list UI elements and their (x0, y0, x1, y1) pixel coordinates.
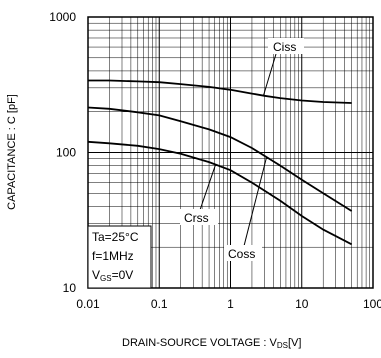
y-tick-labels: 10 100 1000 (49, 10, 76, 295)
x-tick-label: 0.01 (76, 297, 100, 311)
ciss-label-bg (268, 38, 304, 54)
x-tick-labels: 0.01 0.1 1 10 100 (76, 297, 381, 311)
ciss-leader-line (262, 53, 277, 96)
series-line-crss (87, 140, 353, 246)
x-tick-label: 0.1 (151, 297, 168, 311)
grid-lines (88, 17, 373, 288)
condition-frequency: f=1MHz (92, 249, 134, 263)
series-curves (87, 79, 353, 246)
coss-label: Coss (228, 247, 255, 261)
ciss-label: Ciss (273, 40, 296, 54)
series-line-coss (87, 106, 353, 212)
x-axis-label-main: DRAIN-SOURCE VOLTAGE : V (122, 337, 278, 349)
x-axis-label-sub: DS (277, 341, 288, 350)
condition-vgs-rest: =0V (112, 268, 134, 282)
series-line-ciss (88, 79, 352, 104)
condition-vgs-sub: GS (100, 274, 112, 283)
y-axis-label: CAPACITANCE : C [pF] (6, 94, 18, 210)
x-axis-label: DRAIN-SOURCE VOLTAGE : VDS[V] (122, 337, 301, 350)
crss-label-bg (180, 209, 218, 225)
conditions-box (87, 225, 152, 289)
coss-leader-line (243, 157, 267, 247)
y-tick-label: 1000 (49, 10, 76, 24)
crss-leader-line (199, 164, 217, 211)
condition-temperature: Ta=25°C (92, 230, 139, 244)
crss-label: Crss (184, 211, 209, 225)
x-tick-label: 10 (295, 297, 309, 311)
x-tick-label: 100 (363, 297, 381, 311)
y-tick-label: 10 (63, 281, 77, 295)
x-axis-label-unit: [V] (288, 337, 301, 349)
coss-label-bg (224, 245, 262, 261)
condition-vgs-main: V (92, 268, 100, 282)
annotation-leaders (199, 53, 277, 247)
condition-vgs: VGS=0V (92, 268, 133, 283)
y-tick-label: 100 (56, 146, 76, 160)
x-tick-label: 1 (227, 297, 234, 311)
plot-frame (87, 16, 374, 289)
